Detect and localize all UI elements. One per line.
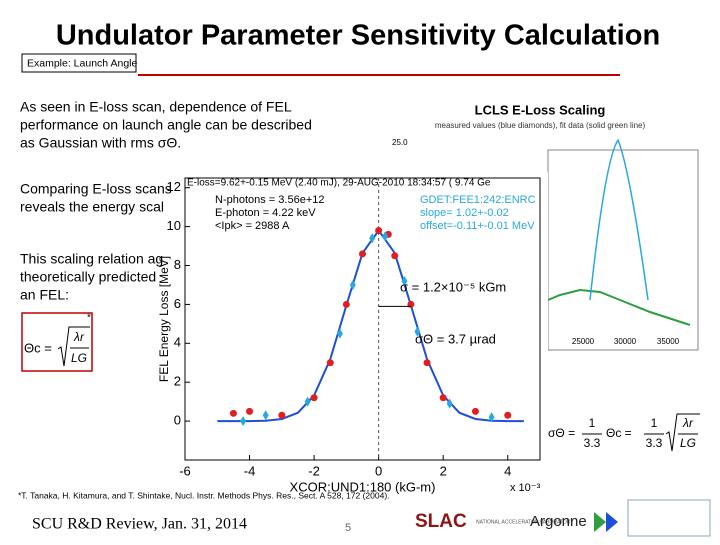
data-point [471,407,479,415]
data-point [310,394,318,402]
slac-logo-sub: NATIONAL ACCELERATOR LABORATORY [476,519,574,525]
background-curve [589,138,649,301]
paragraph-line: Comparing E-loss scans [20,181,172,197]
x-tick-label: -2 [308,463,320,478]
background-tick: 30000 [614,337,637,346]
background-tick: 25.0 [392,138,408,147]
y-tick-label: 8 [174,257,181,272]
annotation: slope= 1.02+-0.02 [420,207,509,219]
formula: 1 [589,416,596,430]
plot-panel [172,172,548,498]
y-tick-label: 0 [174,413,181,428]
x-tick-label: -6 [179,463,191,478]
background-fit [547,288,691,326]
data-point [375,227,383,235]
x-tick-label: 2 [440,463,447,478]
y-tick-label: 10 [167,218,181,233]
background-subtitle: measured values (blue diamonds), fit dat… [435,121,646,130]
slac-logo [412,508,484,536]
formula: σΘ = [548,426,575,440]
fit-line [217,228,524,423]
paragraph-line: as Gaussian with rms σΘ. [20,135,181,151]
paragraph-line: This scaling relation ag [20,251,163,267]
data-point [278,411,286,419]
data-point [359,250,366,258]
data-point [229,409,237,417]
formula: λr [682,416,694,430]
x-scale-label: x 10⁻³ [510,482,541,494]
data-point [504,411,512,419]
data-point [382,231,389,242]
annotation: <Ipk> = 2988 A [215,220,290,232]
asterisk: * [87,313,91,324]
background-tick: 25000 [572,337,595,346]
paragraph-line: reveals the energy scal [20,199,164,215]
x-axis-label: XCOR:UND1:180 (kG-m) [290,479,436,494]
formula-box [21,312,93,372]
data-point [262,410,269,421]
data-point [423,359,431,367]
data-point [401,276,408,287]
footnote: *T. Tanaka, H. Kitamura, and T. Shintake… [18,490,390,500]
formula: LG [71,351,87,365]
formula: LG [680,436,696,450]
slide-title: Undulator Parameter Sensitivity Calculat… [56,20,660,52]
annotation: E-photon = 4.22 keV [215,207,316,219]
y-tick-label: 12 [167,179,181,194]
argonne-mark [594,512,606,532]
annotation: σΘ = 3.7 µrad [415,331,496,346]
sqrt [665,413,700,452]
formula: 3.3 [584,436,601,450]
data-point [439,394,447,402]
formula-right: σΘ = 1 3.3 Θc = 1 3.3 λr LG [548,413,700,452]
x-tick-label: -4 [244,463,256,478]
formula: 1 [651,416,658,430]
x-tick-label: 4 [504,463,511,478]
y-axis-label: FEL Energy Loss [MeV] [157,256,171,382]
sqrt [57,326,90,367]
axes [184,177,541,461]
annotation: E-loss=9.62+-0.15 MeV (2.40 mJ), 29-AUG-… [187,178,491,189]
annotation: offset=-0.11+-0.01 MeV [420,220,535,232]
paragraph-line: an FEL: [20,287,69,303]
data-point [326,359,334,367]
annotation: σ = 1.2×10⁻⁵ kGm [400,279,506,294]
background-title: LCLS E-Loss Scaling [475,102,606,117]
y-tick-label: 2 [174,374,181,389]
data-point [407,300,415,308]
page-number: 5 [345,522,351,534]
data-point [246,407,254,415]
argonne-mark [606,512,618,532]
data-point [342,300,350,308]
data-point [369,233,376,244]
footer-left: SCU R&D Review, Jan. 31, 2014 [32,516,247,533]
data-point [336,328,343,339]
annotation: GDET:FEE1:242:ENRC [420,194,536,206]
formula: Θc = [24,340,52,355]
slac-logo-text: SLAC [415,511,467,532]
formula: λr [73,330,85,344]
tag: Example: Launch Angle [27,57,137,69]
data-point [304,396,311,407]
tag-box [21,53,137,73]
paragraph-line: performance on launch angle can be descr… [20,117,312,133]
formula: 3.3 [646,436,663,450]
data-point [240,416,247,427]
y-tick-label: 4 [174,335,181,350]
x-tick-label: 0 [375,463,382,478]
argonne-logo: Argonne [530,513,587,530]
data-point [414,326,421,337]
y-tick-label: 6 [174,296,181,311]
paragraph-line: theoretically predicted [20,269,156,285]
paragraph-line: As seen in E-loss scan, dependence of FE… [20,99,292,115]
data-point [391,252,399,260]
data-point [446,398,453,409]
annotation: N-photons = 3.56e+12 [215,194,324,206]
data-point [349,279,356,290]
formula: Θc = [606,426,632,440]
data-point [488,412,495,423]
background-tick: 35000 [657,337,680,346]
doe-logo [627,499,711,537]
